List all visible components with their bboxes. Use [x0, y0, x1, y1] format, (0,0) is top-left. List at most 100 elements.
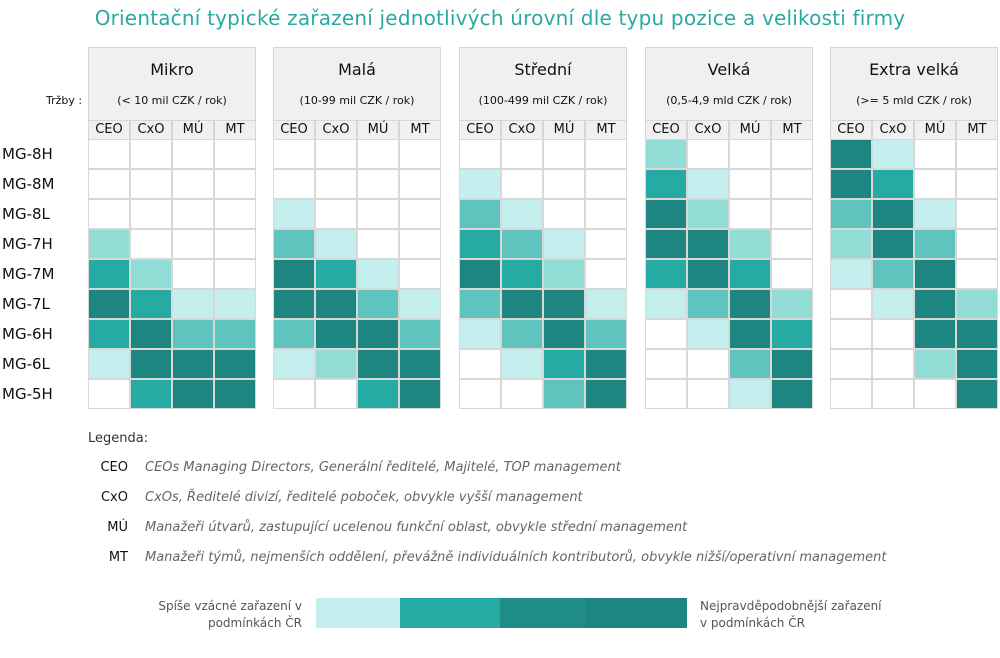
heatmap-cell	[543, 139, 585, 169]
heatmap-cell	[956, 289, 998, 319]
heatmap-cell	[585, 139, 627, 169]
heatmap-cell	[459, 259, 501, 289]
heatmap-cell	[214, 199, 256, 229]
heatmap-cell	[914, 259, 956, 289]
heatmap-cell	[214, 169, 256, 199]
heatmap-cell	[501, 199, 543, 229]
column-header: CxO	[687, 120, 729, 140]
heatmap-cell	[585, 289, 627, 319]
heatmap-cell	[172, 229, 214, 259]
heatmap-cell	[214, 289, 256, 319]
heatmap-cell	[729, 229, 771, 259]
heatmap-cell	[872, 229, 914, 259]
heatmap-cell	[729, 199, 771, 229]
heatmap-cell	[172, 169, 214, 199]
legend-abbr: MT	[108, 550, 128, 565]
panel-revenue: (< 10 mil CZK / rok)	[117, 94, 227, 107]
scale-right-label: Nejpravděpodobnější zařazení v podmínkác…	[700, 598, 960, 632]
column-header: CxO	[315, 120, 357, 140]
heatmap-cell	[459, 349, 501, 379]
heatmap-cell	[687, 199, 729, 229]
heatmap-cell	[914, 379, 956, 409]
heatmap-cell	[273, 229, 315, 259]
column-header: CxO	[872, 120, 914, 140]
heatmap-cell	[830, 229, 872, 259]
heatmap-cell	[88, 379, 130, 409]
panel-revenue: (>= 5 mld CZK / rok)	[856, 94, 972, 107]
heatmap-cell	[399, 259, 441, 289]
heatmap-cell	[130, 139, 172, 169]
heatmap-cell	[315, 229, 357, 259]
heatmap-cell	[872, 259, 914, 289]
column-header: MT	[771, 120, 813, 140]
heatmap-cell	[687, 319, 729, 349]
column-header: CxO	[130, 120, 172, 140]
heatmap-cell	[399, 169, 441, 199]
heatmap-cell	[357, 319, 399, 349]
heatmap-cell	[914, 139, 956, 169]
row-label: MG-7L	[2, 295, 50, 313]
row-label: MG-6H	[2, 325, 53, 343]
heatmap-cell	[645, 199, 687, 229]
chart-title: Orientační typické zařazení jednotlivých…	[94, 6, 906, 30]
heatmap-cell	[687, 379, 729, 409]
heatmap-cell	[130, 169, 172, 199]
heatmap-cell	[399, 289, 441, 319]
heatmap-cell	[645, 229, 687, 259]
heatmap-cell	[585, 199, 627, 229]
heatmap-cell	[729, 289, 771, 319]
heatmap-cell	[543, 349, 585, 379]
column-header: MT	[585, 120, 627, 140]
heatmap-cell	[872, 319, 914, 349]
heatmap-cell	[771, 319, 813, 349]
heatmap-cell	[315, 169, 357, 199]
heatmap-cell	[830, 349, 872, 379]
heatmap-cell	[729, 259, 771, 289]
heatmap-cell	[914, 319, 956, 349]
column-header: CEO	[459, 120, 501, 140]
heatmap-cell	[501, 379, 543, 409]
heatmap-cell	[399, 349, 441, 379]
heatmap-cell	[956, 319, 998, 349]
heatmap-cell	[687, 289, 729, 319]
heatmap-cell	[956, 379, 998, 409]
heatmap-cell	[729, 349, 771, 379]
heatmap-cell	[88, 199, 130, 229]
heatmap-cell	[645, 319, 687, 349]
heatmap-cell	[172, 319, 214, 349]
heatmap-cell	[872, 379, 914, 409]
heatmap-cell	[872, 289, 914, 319]
heatmap-cell	[459, 379, 501, 409]
heatmap-cell	[585, 169, 627, 199]
heatmap-cell	[273, 139, 315, 169]
heatmap-cell	[172, 139, 214, 169]
heatmap-cell	[130, 199, 172, 229]
heatmap-cell	[273, 379, 315, 409]
heatmap-cell	[273, 289, 315, 319]
heatmap-cell	[543, 199, 585, 229]
panel-header: Extra velká (>= 5 mld CZK / rok)	[830, 47, 998, 121]
heatmap-cell	[315, 199, 357, 229]
heatmap-cell	[585, 349, 627, 379]
heatmap-cell	[315, 379, 357, 409]
heatmap-cell	[729, 139, 771, 169]
heatmap-cell	[273, 169, 315, 199]
scale-right-line1: Nejpravděpodobnější zařazení	[700, 599, 882, 613]
heatmap-cell	[214, 319, 256, 349]
heatmap-cell	[830, 319, 872, 349]
column-header: MT	[956, 120, 998, 140]
scale-left-line1: Spíše vzácné zařazení v	[158, 599, 302, 613]
heatmap-cell	[914, 169, 956, 199]
panel-name: Malá	[338, 60, 376, 79]
panel-revenue: (0,5-4,9 mld CZK / rok)	[666, 94, 792, 107]
legend-desc: CEOs Managing Directors, Generální ředit…	[145, 460, 621, 475]
heatmap-cell	[771, 289, 813, 319]
legend-title: Legenda:	[88, 431, 149, 446]
heatmap-cell	[172, 289, 214, 319]
heatmap-cell	[88, 349, 130, 379]
panel-header: Mikro (< 10 mil CZK / rok)	[88, 47, 256, 121]
heatmap-cell	[273, 199, 315, 229]
heatmap-cell	[830, 199, 872, 229]
heatmap-cell	[830, 379, 872, 409]
heatmap-cell	[399, 379, 441, 409]
